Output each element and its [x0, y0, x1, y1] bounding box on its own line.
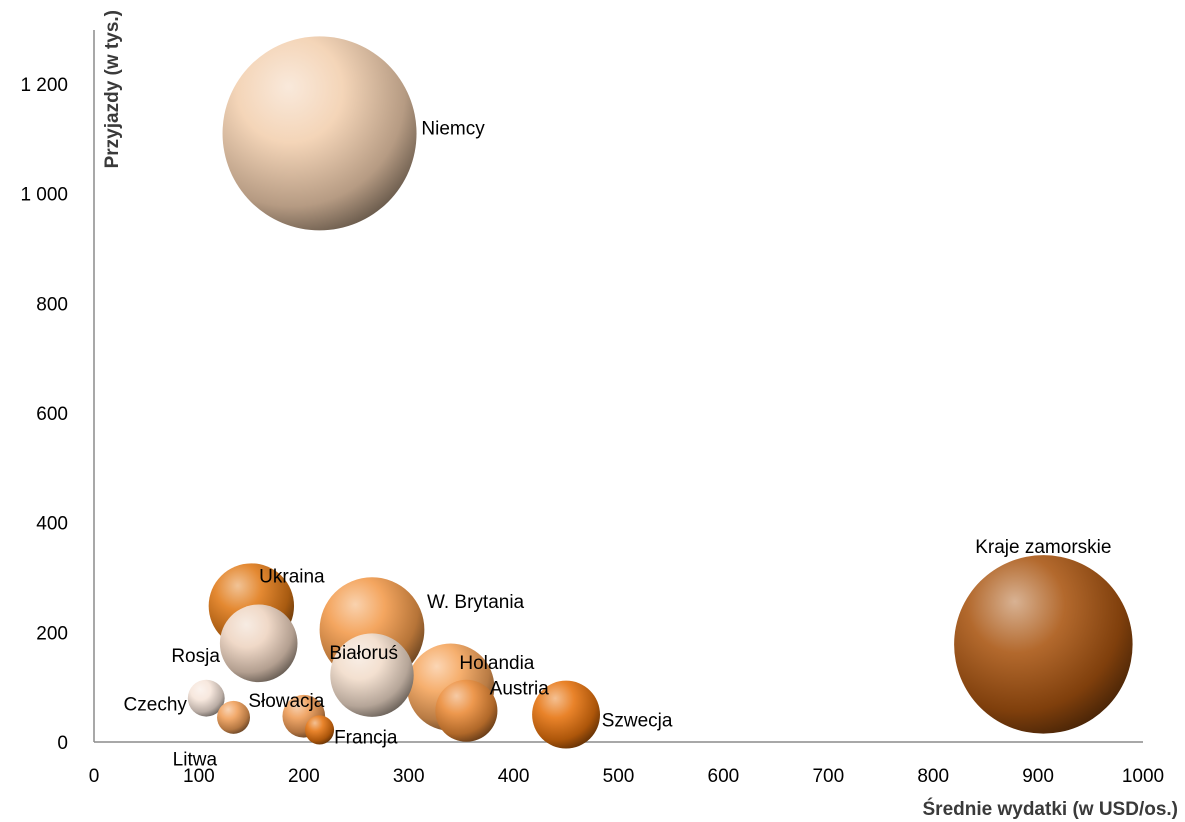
bubble-label: Czechy [124, 695, 188, 716]
x-tick-label: 500 [603, 766, 635, 787]
bubble [217, 700, 251, 734]
x-tick-label: 100 [183, 766, 215, 787]
x-tick-label: 800 [917, 766, 949, 787]
bubble-label: Holandia [459, 653, 534, 674]
bubble-series [187, 36, 1133, 749]
bubble-label: Rosja [171, 646, 220, 667]
bubble [219, 604, 298, 683]
y-tick-label: 400 [36, 514, 68, 535]
bubble-label: Austria [490, 678, 550, 699]
bubble-label: W. Brytania [427, 592, 525, 613]
bubble-label: Szwecja [602, 711, 673, 732]
y-tick-label: 600 [36, 404, 68, 425]
y-tick-label: 200 [36, 623, 68, 644]
x-tick-label: 700 [812, 766, 844, 787]
bubble-label: Niemcy [421, 119, 485, 140]
bubble [222, 36, 417, 231]
x-tick-label: 900 [1022, 766, 1054, 787]
bubble-label: Litwa [173, 750, 218, 771]
bubble-label: Słowacja [248, 691, 324, 712]
bubble-label: Białoruś [329, 643, 398, 664]
bubble-labels: Niemcy Kraje zamorskie Ukraina W. Brytania R… [124, 119, 1112, 771]
x-tick-label: 400 [498, 766, 530, 787]
bubble [330, 633, 414, 717]
bubble-label: Ukraina [259, 566, 325, 587]
bubble [187, 679, 225, 717]
y-axis-title: Przyjazdy (w tys.) [102, 10, 123, 168]
y-tick-label: 1 200 [20, 75, 68, 96]
y-tick-labels: 0 200 400 600 800 1 000 1 200 [20, 75, 68, 754]
bubble [435, 679, 498, 742]
y-tick-label: 1 000 [20, 185, 68, 206]
x-tick-label: 200 [288, 766, 320, 787]
x-tick-label: 600 [708, 766, 740, 787]
bubble-label: Kraje zamorskie [975, 537, 1111, 558]
y-tick-label: 0 [57, 733, 68, 754]
y-tick-label: 800 [36, 294, 68, 315]
x-tick-labels: 0 100 200 300 400 500 600 700 800 900 1000 [89, 766, 1164, 787]
bubble [954, 555, 1133, 734]
bubble [304, 715, 335, 745]
bubble [532, 680, 600, 749]
x-tick-label: 300 [393, 766, 425, 787]
x-tick-label: 1000 [1122, 766, 1164, 787]
x-axis-title: Średnie wydatki (w USD/os.) [923, 798, 1179, 820]
x-tick-label: 0 [89, 766, 100, 787]
bubble-label: Francja [334, 727, 398, 748]
